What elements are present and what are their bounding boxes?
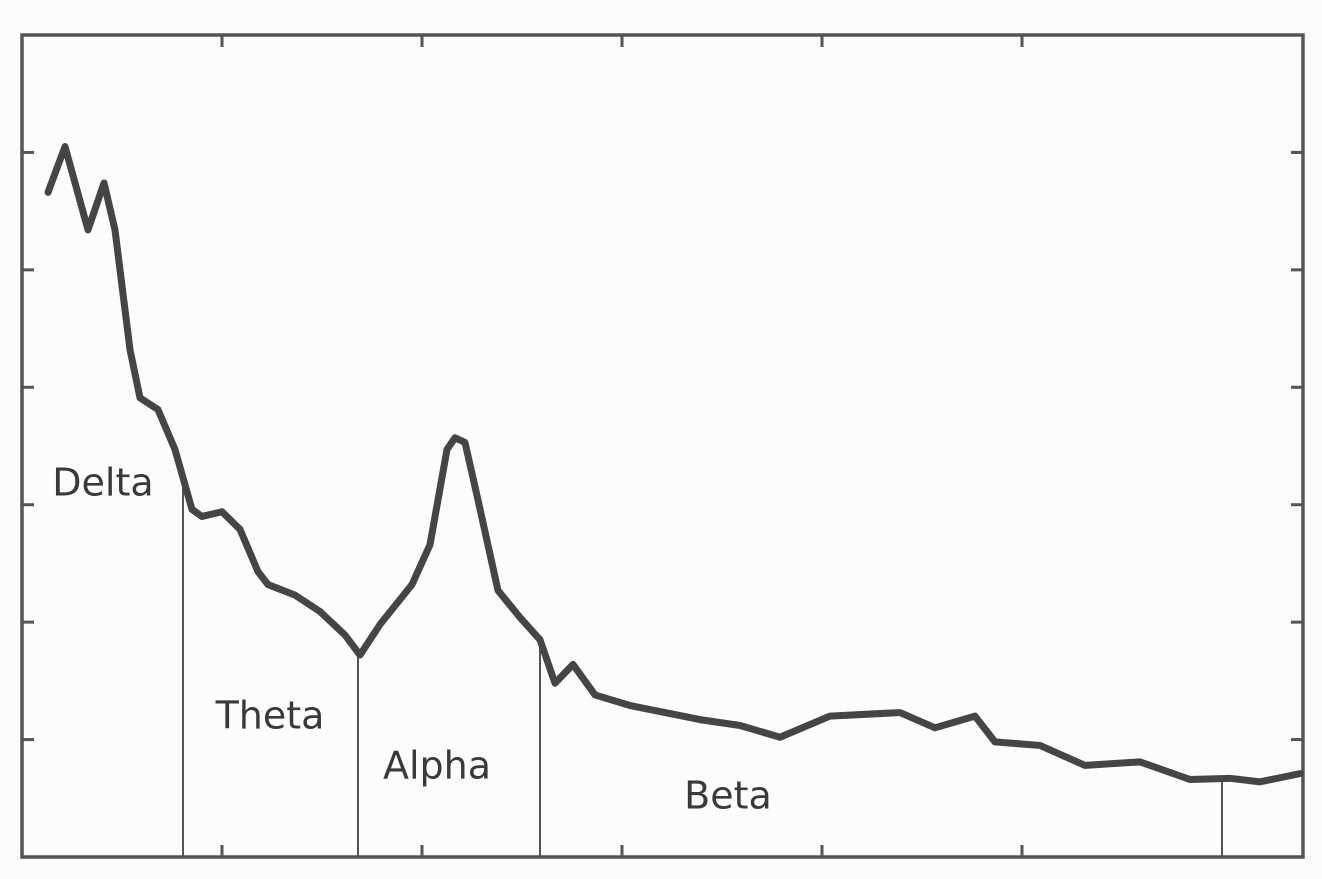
band-label: Alpha — [383, 744, 491, 788]
band-label: Theta — [215, 694, 325, 738]
band-label: Beta — [684, 774, 772, 818]
spectrum-line — [44, 143, 1304, 786]
plot-frame — [20, 33, 1305, 859]
band-label: Delta — [52, 461, 153, 505]
